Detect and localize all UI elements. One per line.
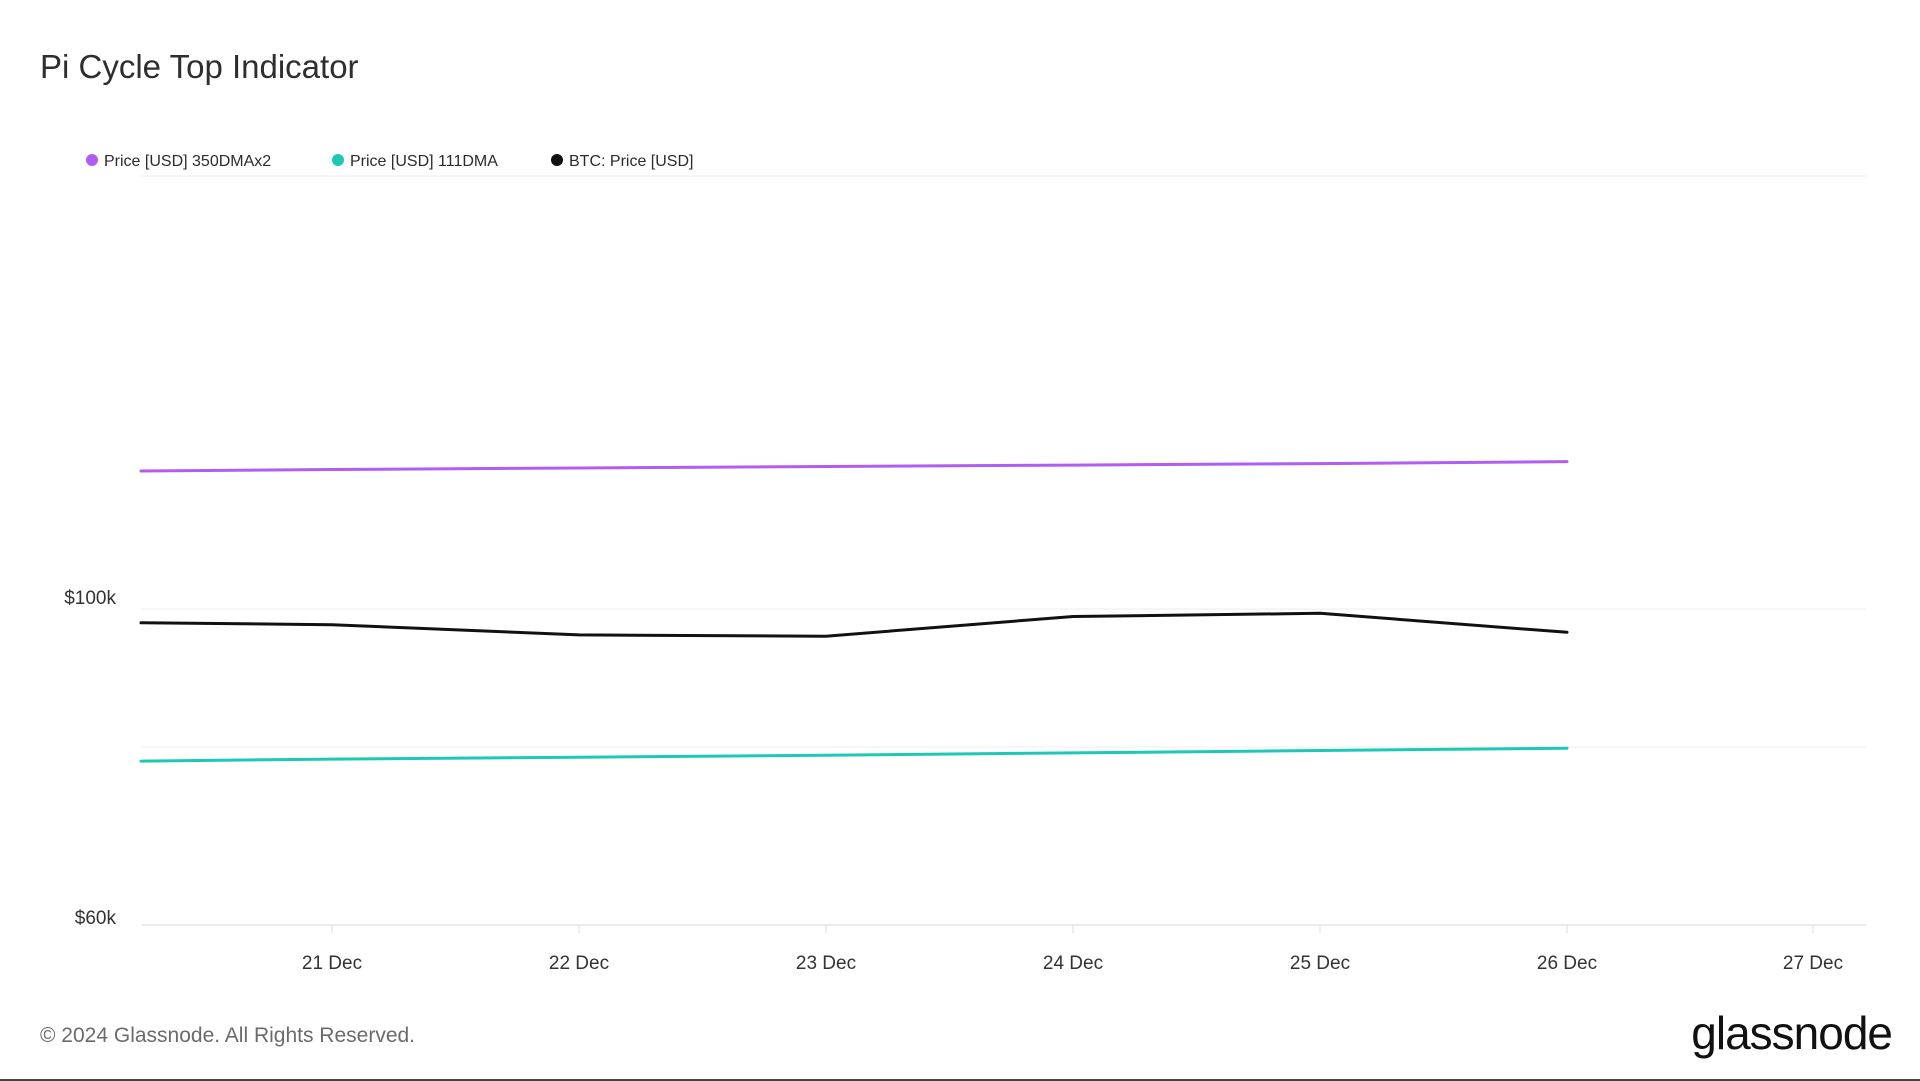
x-tick-label: 24 Dec xyxy=(1043,953,1103,974)
legend-marker xyxy=(86,154,98,166)
copyright-text: © 2024 Glassnode. All Rights Reserved. xyxy=(40,1024,416,1047)
x-tick-label: 22 Dec xyxy=(549,953,609,974)
series-line-3 xyxy=(139,611,1569,638)
bottom-border xyxy=(0,1079,1920,1081)
y-tick-label: $60k xyxy=(75,908,117,929)
legend-label: BTC: Price [USD] xyxy=(569,153,693,170)
x-tick-label: 26 Dec xyxy=(1537,953,1597,974)
series-line-1 xyxy=(139,460,1569,473)
x-tick-label: 25 Dec xyxy=(1290,953,1350,974)
y-tick-label: $100k xyxy=(64,588,116,609)
legend-marker xyxy=(332,154,344,166)
x-tick-label: 27 Dec xyxy=(1783,953,1843,974)
grid-layer xyxy=(141,175,1866,748)
x-tick-label: 21 Dec xyxy=(302,953,362,974)
legend-label: Price [USD] 350DMAx2 xyxy=(104,153,271,170)
chart-title: Pi Cycle Top Indicator xyxy=(40,48,359,85)
legend: Price [USD] 350DMAx2 Price [USD] 111DMA BT… xyxy=(86,153,693,170)
legend-marker xyxy=(551,154,563,166)
axis-layer: $60k $100k 21 Dec 22 Dec 23 Dec 24 Dec 25 Dec 2… xyxy=(64,588,1866,974)
legend-label: Price [USD] 111DMA xyxy=(350,153,498,170)
glassnode-logo: glassnode xyxy=(1691,1007,1893,1059)
series-line-2 xyxy=(139,746,1569,763)
series-layer xyxy=(139,460,1569,763)
x-tick-label: 23 Dec xyxy=(796,953,856,974)
